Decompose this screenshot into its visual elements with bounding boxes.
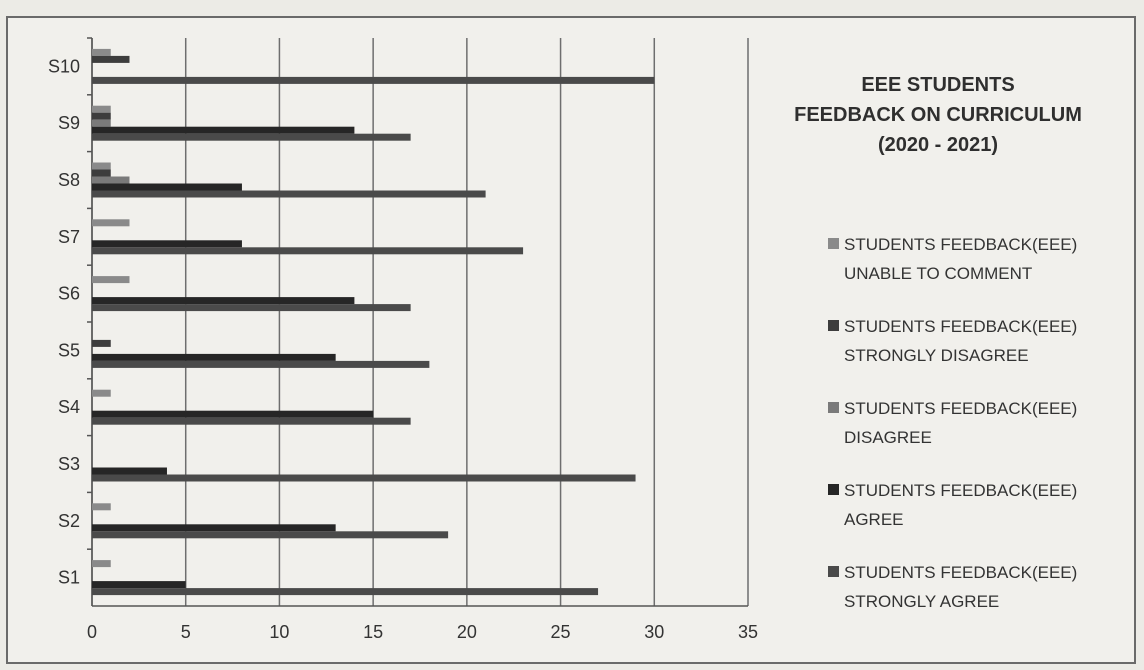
bar [92,76,655,84]
bar [92,560,111,568]
y-tick-label: S4 [58,397,80,417]
legend-swatch [828,320,839,331]
chart-title: EEE STUDENTS FEEDBACK ON CURRICULUM (202… [778,70,1098,160]
x-tick-label: 10 [269,622,289,642]
bar [92,119,111,127]
chart-legend: STUDENTS FEEDBACK(EEE) UNABLE TO COMMENT… [828,230,1138,640]
legend-label: STUDENTS FEEDBACK(EEE) [844,399,1078,418]
legend-swatch [828,402,839,413]
x-tick-label: 5 [181,622,191,642]
y-tick-label: S2 [58,511,80,531]
bar [92,133,411,141]
bar [92,48,111,56]
legend-label: STUDENTS FEEDBACK(EEE) [844,563,1078,582]
legend-label: STRONGLY AGREE [844,592,1000,611]
bar [92,169,111,177]
legend-item-disagree: STUDENTS FEEDBACK(EEE) DISAGREE [828,394,1138,452]
bar [92,417,411,425]
legend-swatch [828,238,839,249]
y-tick-label: S6 [58,284,80,304]
legend-label: STUDENTS FEEDBACK(EEE) [844,317,1078,336]
y-tick-label: S7 [58,227,80,247]
legend-label: DISAGREE [844,428,932,447]
y-tick-label: S9 [58,113,80,133]
chart-title-line: (2020 - 2021) [877,134,999,156]
chart-frame: 0 5 10 15 20 25 30 35 S1 S2 S3 S4 S5 S6 S7 S8 S9 S10 EEE … [6,16,1136,664]
bar [92,410,374,418]
x-tick-label: 25 [551,622,571,642]
y-tick-label: S5 [58,340,80,360]
bar [92,276,130,284]
bar [92,353,336,361]
bar [92,183,242,191]
legend-item-unable-to-comment: STUDENTS FEEDBACK(EEE) UNABLE TO COMMENT [828,230,1138,288]
bar [92,162,111,170]
y-tick-label: S1 [58,568,80,588]
legend-swatch [828,566,839,577]
bar [92,503,111,511]
chart-title-line: EEE STUDENTS [861,74,1015,96]
chart-title-line: FEEDBACK ON CURRICULUM [794,104,1082,126]
bar [92,467,167,475]
legend-swatch [828,484,839,495]
bar [92,297,355,305]
bar [92,112,111,120]
x-tick-label: 0 [87,622,97,642]
legend-item-strongly-agree: STUDENTS FEEDBACK(EEE) STRONGLY AGREE [828,558,1138,616]
bar [92,190,486,198]
bar [92,389,111,397]
x-tick-label: 20 [457,622,477,642]
bar [92,55,130,63]
y-tick-label: S3 [58,454,80,474]
bar [92,304,411,312]
legend-label: AGREE [844,510,904,529]
legend-item-agree: STUDENTS FEEDBACK(EEE) AGREE [828,476,1138,534]
bar [92,531,449,539]
bar [92,247,524,255]
y-tick-label: S8 [58,170,80,190]
x-tick-label: 35 [738,622,758,642]
legend-label: STUDENTS FEEDBACK(EEE) [844,235,1078,254]
bar [92,524,336,532]
bar [92,105,111,113]
x-tick-label: 30 [644,622,664,642]
x-tick-label: 15 [363,622,383,642]
legend-label: STRONGLY DISAGREE [844,346,1029,365]
legend-label: STUDENTS FEEDBACK(EEE) [844,481,1078,500]
bar [92,360,430,368]
bar [92,126,355,134]
bar [92,176,130,184]
bar [92,581,186,589]
bar [92,474,636,482]
y-tick-label: S10 [48,56,80,76]
bar [92,588,599,596]
legend-label: UNABLE TO COMMENT [844,264,1033,283]
bar [92,339,111,347]
legend-item-strongly-disagree: STUDENTS FEEDBACK(EEE) STRONGLY DISAGREE [828,312,1138,370]
bar [92,240,242,248]
bar-chart: 0 5 10 15 20 25 30 35 S1 S2 S3 S4 S5 S6 S7 S8 S9 S10 [48,37,758,642]
bar [92,219,130,227]
